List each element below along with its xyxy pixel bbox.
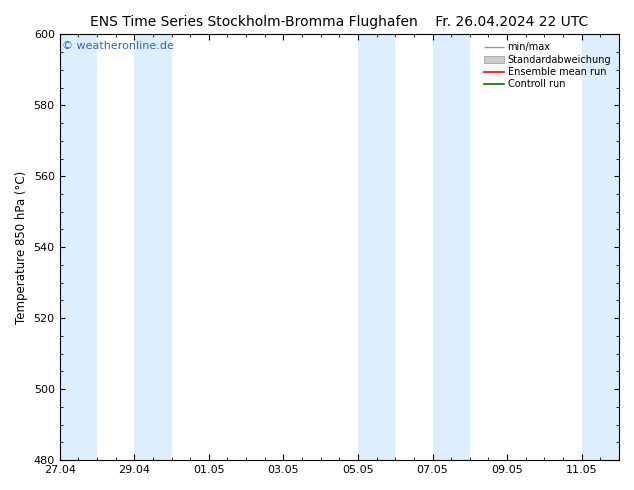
- Bar: [582, 34, 619, 460]
- Title: ENS Time Series Stockholm-Bromma Flughafen    Fr. 26.04.2024 22 UTC: ENS Time Series Stockholm-Bromma Flughaf…: [90, 15, 588, 29]
- Y-axis label: Temperature 850 hPa (°C): Temperature 850 hPa (°C): [15, 171, 28, 324]
- Bar: [134, 34, 172, 460]
- Legend: min/max, Standardabweichung, Ensemble mean run, Controll run: min/max, Standardabweichung, Ensemble me…: [481, 39, 614, 92]
- Bar: [432, 34, 470, 460]
- Bar: [60, 34, 97, 460]
- Bar: [358, 34, 395, 460]
- Text: © weatheronline.de: © weatheronline.de: [63, 41, 174, 51]
